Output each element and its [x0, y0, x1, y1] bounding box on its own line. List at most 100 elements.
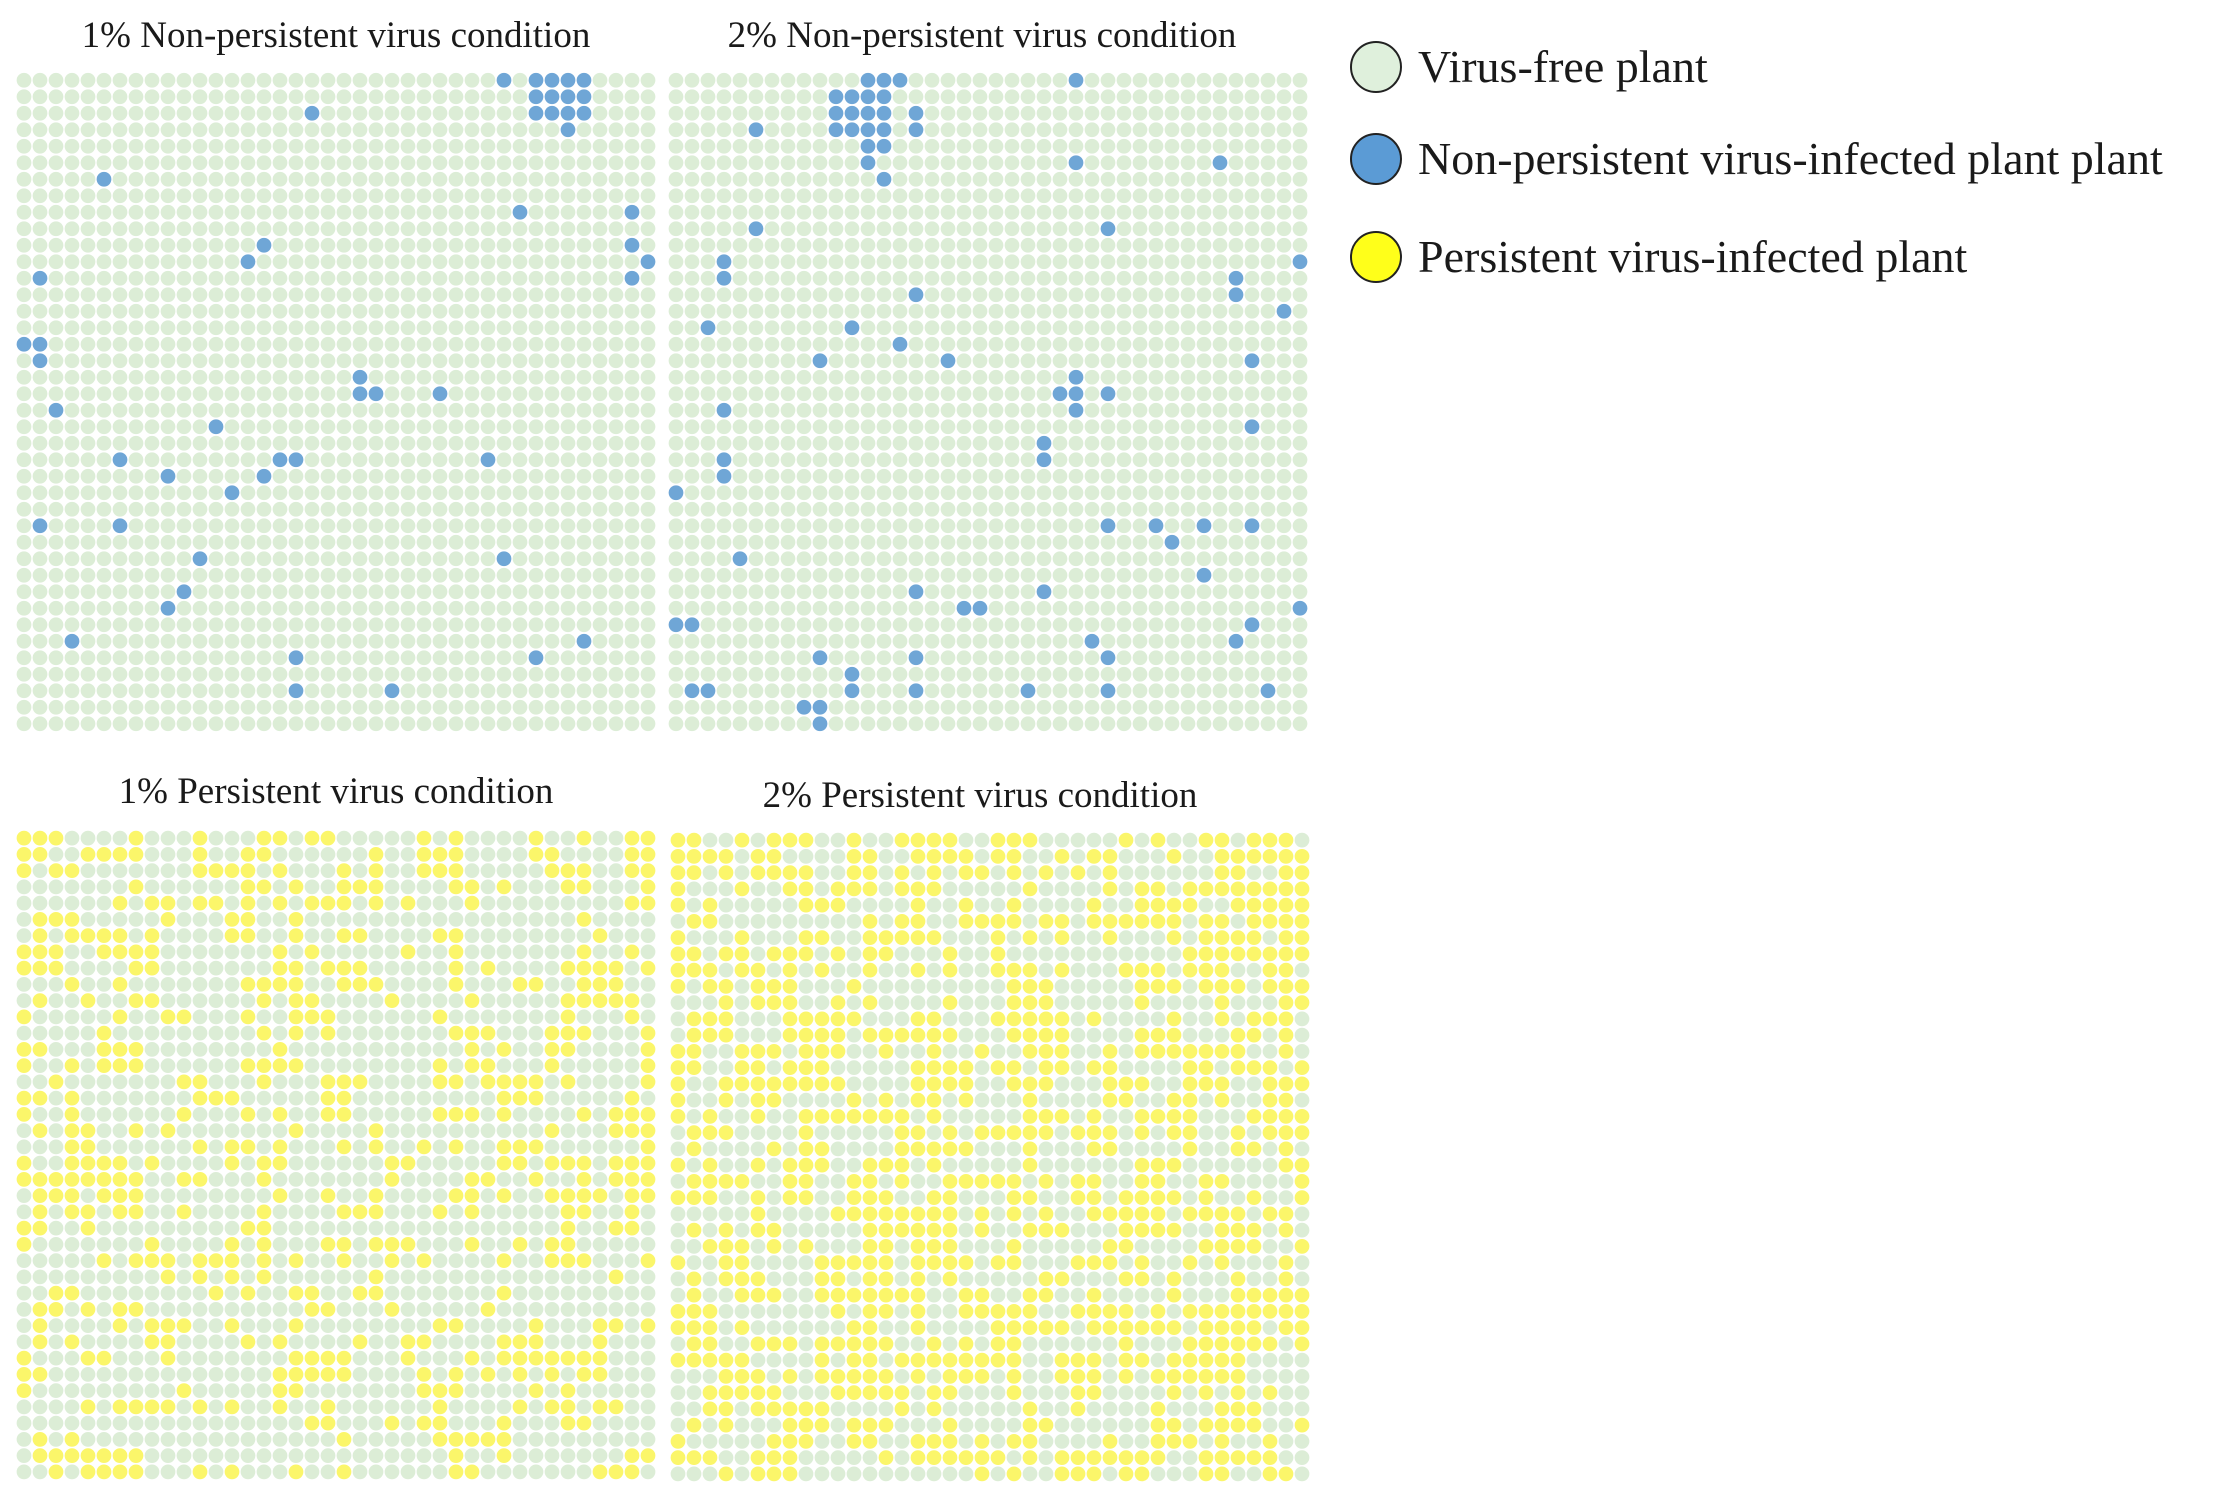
persistent-infected-plant — [416, 1415, 432, 1431]
virus-free-plant — [416, 1155, 432, 1171]
virus-free-plant — [716, 188, 732, 204]
virus-free-plant — [464, 254, 480, 270]
virus-free-plant — [700, 105, 716, 121]
virus-free-plant — [780, 617, 796, 633]
virus-free-plant — [112, 617, 128, 633]
virus-free-plant — [1148, 650, 1164, 666]
virus-free-plant — [1004, 551, 1020, 567]
virus-free-plant — [716, 650, 732, 666]
persistent-infected-plant — [288, 1350, 304, 1366]
persistent-infected-plant — [448, 847, 464, 862]
virus-free-plant — [812, 270, 828, 286]
virus-free-plant — [320, 303, 336, 319]
virus-free-plant — [416, 895, 432, 911]
non-persistent-infected-plant — [1244, 617, 1260, 633]
virus-free-plant — [1100, 138, 1116, 154]
virus-free-plant — [1164, 287, 1180, 303]
virus-free-plant — [416, 221, 432, 237]
persistent-infected-plant — [1278, 832, 1294, 848]
virus-free-plant — [128, 567, 144, 583]
virus-free-plant — [400, 419, 416, 435]
virus-free-plant — [576, 928, 592, 943]
virus-free-plant — [336, 683, 352, 699]
virus-free-plant — [1196, 89, 1212, 105]
virus-free-plant — [320, 237, 336, 253]
virus-free-plant — [780, 699, 796, 715]
non-persistent-infected-plant — [496, 72, 512, 88]
virus-free-plant — [128, 369, 144, 385]
virus-free-plant — [988, 518, 1004, 534]
virus-free-plant — [1260, 534, 1276, 550]
virus-free-plant — [368, 204, 384, 220]
virus-free-plant — [224, 287, 240, 303]
persistent-infected-plant — [48, 1188, 64, 1203]
persistent-infected-plant — [272, 863, 288, 878]
virus-free-plant — [956, 204, 972, 220]
virus-free-plant — [608, 452, 624, 468]
virus-free-plant — [1036, 303, 1052, 319]
virus-free-plant — [304, 863, 320, 878]
virus-free-plant — [160, 1302, 176, 1317]
persistent-infected-plant — [576, 879, 592, 895]
virus-free-plant — [1228, 204, 1244, 220]
virus-free-plant — [908, 435, 924, 451]
virus-free-plant — [640, 683, 656, 699]
virus-free-plant — [192, 221, 208, 237]
virus-free-plant — [924, 138, 940, 154]
virus-free-plant — [304, 567, 320, 583]
virus-free-plant — [796, 666, 812, 682]
virus-free-plant — [796, 287, 812, 303]
persistent-infected-plant — [400, 1350, 416, 1366]
virus-free-plant — [416, 501, 432, 517]
virus-free-plant — [1100, 452, 1116, 468]
virus-free-plant — [400, 89, 416, 105]
virus-free-plant — [1244, 716, 1260, 732]
virus-free-plant — [176, 1253, 192, 1268]
virus-free-plant — [32, 1269, 48, 1285]
virus-free-plant — [1260, 518, 1276, 534]
virus-free-plant — [304, 1123, 320, 1138]
virus-free-plant — [956, 89, 972, 105]
virus-free-plant — [892, 584, 908, 600]
virus-free-plant — [1244, 237, 1260, 253]
virus-free-plant — [1100, 600, 1116, 616]
virus-free-plant — [700, 254, 716, 270]
non-persistent-infected-plant — [1100, 221, 1116, 237]
virus-free-plant — [400, 1415, 416, 1431]
virus-free-plant — [1180, 138, 1196, 154]
virus-free-plant — [160, 1139, 176, 1155]
virus-free-plant — [144, 716, 160, 732]
virus-free-plant — [1164, 567, 1180, 583]
virus-free-plant — [592, 1269, 608, 1285]
virus-free-plant — [608, 353, 624, 369]
virus-free-plant — [1196, 551, 1212, 567]
virus-free-plant — [640, 105, 656, 121]
virus-free-plant — [1212, 419, 1228, 435]
virus-free-plant — [336, 1220, 352, 1236]
virus-free-plant — [1228, 353, 1244, 369]
virus-free-plant — [80, 237, 96, 253]
virus-free-plant — [80, 171, 96, 187]
virus-free-plant — [716, 138, 732, 154]
virus-free-plant — [592, 287, 608, 303]
virus-free-plant — [624, 600, 640, 616]
virus-free-plant — [176, 633, 192, 649]
virus-free-plant — [1180, 716, 1196, 732]
virus-free-plant — [48, 1432, 64, 1447]
persistent-infected-plant — [910, 897, 926, 913]
virus-free-plant — [576, 287, 592, 303]
virus-free-plant — [876, 204, 892, 220]
virus-free-plant — [16, 1269, 32, 1285]
virus-free-plant — [368, 419, 384, 435]
virus-free-plant — [576, 353, 592, 369]
virus-free-plant — [384, 1025, 400, 1041]
virus-free-plant — [972, 534, 988, 550]
virus-free-plant — [432, 1253, 448, 1268]
virus-free-plant — [144, 1464, 160, 1480]
virus-free-plant — [64, 336, 80, 352]
virus-free-plant — [400, 863, 416, 878]
virus-free-plant — [576, 1237, 592, 1252]
virus-free-plant — [576, 1399, 592, 1415]
virus-free-plant — [544, 287, 560, 303]
virus-free-plant — [368, 122, 384, 138]
